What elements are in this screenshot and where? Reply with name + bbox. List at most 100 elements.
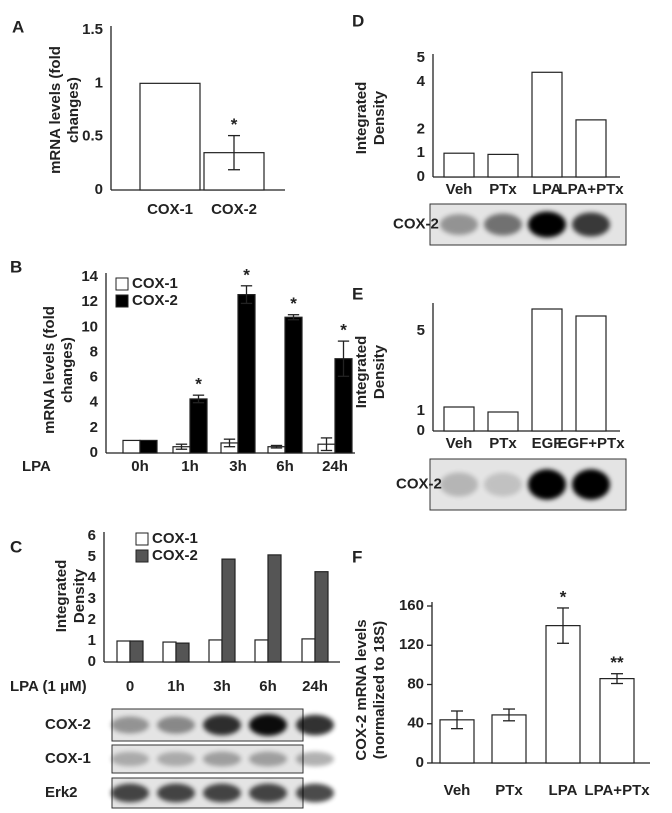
x-tick-label: Veh xyxy=(444,782,471,799)
blot-band xyxy=(296,751,334,767)
x-tick-label: PTx xyxy=(489,435,517,452)
x-tick-label: 1h xyxy=(167,678,185,695)
legend-swatch xyxy=(135,549,149,563)
x-tick-label: COX-1 xyxy=(147,201,193,218)
bar xyxy=(139,82,201,191)
blot-label: Erk2 xyxy=(45,784,78,801)
legend-swatch xyxy=(135,532,149,546)
legend-swatch xyxy=(115,277,129,291)
y-tick-label: 0 xyxy=(416,754,424,771)
y-tick-label: 2 xyxy=(417,120,425,137)
x-tick-label: EGF xyxy=(532,435,563,452)
blot-label: COX-2 xyxy=(396,475,442,492)
y-tick-label: 8 xyxy=(90,343,98,360)
y-tick-label: 0 xyxy=(88,653,96,670)
y-tick-label: 4 xyxy=(90,394,99,411)
panel-label: B xyxy=(10,257,22,276)
y-axis-label: COX-2 mRNA levels xyxy=(353,619,370,760)
y-tick-label: 4 xyxy=(88,569,97,586)
x-tick-label: EGF+PTx xyxy=(557,435,625,452)
y-tick-label: 1 xyxy=(88,632,96,649)
x-tick-label: 6h xyxy=(276,458,294,475)
x-axis-label: LPA xyxy=(22,458,51,475)
bar xyxy=(267,554,282,663)
x-tick-label: 3h xyxy=(213,678,231,695)
significance: * xyxy=(560,587,567,606)
legend-label: COX-2 xyxy=(132,292,178,309)
bar xyxy=(487,153,519,178)
x-tick-label: PTx xyxy=(489,181,517,198)
y-tick-label: 120 xyxy=(399,636,424,653)
bar xyxy=(443,406,475,432)
y-tick-label: 80 xyxy=(407,675,424,692)
x-tick-label: 0h xyxy=(131,458,149,475)
x-tick-label: 6h xyxy=(259,678,277,695)
blot-band xyxy=(249,751,287,767)
blot-band xyxy=(440,214,478,235)
blot-band xyxy=(111,716,149,734)
blot-label: COX-2 xyxy=(393,215,439,232)
blot-band xyxy=(296,783,334,803)
bar xyxy=(531,71,563,178)
x-tick-label: 3h xyxy=(229,458,247,475)
y-tick-label: 6 xyxy=(90,369,98,386)
y-axis-label: Density xyxy=(71,568,88,623)
legend-swatch xyxy=(115,294,129,308)
blot-label: COX-1 xyxy=(45,750,91,767)
blot-band xyxy=(440,472,478,497)
blot-band xyxy=(111,751,149,767)
blot-label: COX-2 xyxy=(45,716,91,733)
legend-label: COX-1 xyxy=(132,275,178,292)
bar xyxy=(221,558,236,663)
significance: * xyxy=(231,115,238,134)
panel-label: E xyxy=(352,284,363,303)
bar xyxy=(175,642,190,663)
x-tick-label: COX-2 xyxy=(211,201,257,218)
y-tick-label: 6 xyxy=(88,527,96,544)
y-axis-label: mRNA levels (fold xyxy=(41,306,58,434)
blot-band xyxy=(572,212,610,237)
panel-label: C xyxy=(10,537,22,556)
blot-band xyxy=(572,469,610,500)
bar xyxy=(162,641,177,663)
x-tick-label: LPA xyxy=(533,181,562,198)
blot-band xyxy=(528,211,566,238)
bar xyxy=(139,439,158,454)
panel-label: A xyxy=(12,17,24,36)
y-tick-label: 40 xyxy=(407,715,424,732)
x-tick-label: LPA+PTx xyxy=(558,181,624,198)
x-tick-label: Veh xyxy=(446,435,473,452)
blot-band xyxy=(296,714,334,736)
x-tick-label: 24h xyxy=(302,678,328,695)
y-tick-label: 3 xyxy=(88,590,96,607)
blot-band xyxy=(203,783,241,803)
blot-band xyxy=(157,783,195,803)
x-tick-label: Veh xyxy=(446,181,473,198)
x-tick-label: PTx xyxy=(495,782,523,799)
x-tick-label: 24h xyxy=(322,458,348,475)
bar xyxy=(531,308,563,432)
panel-label: D xyxy=(352,11,364,30)
legend-label: COX-1 xyxy=(152,530,198,547)
y-tick-label: 14 xyxy=(81,268,98,285)
bar xyxy=(491,714,527,764)
bar xyxy=(129,640,144,663)
bar xyxy=(487,411,519,432)
bar xyxy=(545,625,581,764)
blot-band xyxy=(484,472,522,497)
y-tick-label: 1 xyxy=(417,402,425,419)
y-axis-label: changes) xyxy=(59,337,76,403)
y-tick-label: 0 xyxy=(90,444,98,461)
blot-band xyxy=(111,783,149,803)
bar xyxy=(575,315,607,432)
bar xyxy=(208,639,223,663)
panel-label: F xyxy=(352,547,362,566)
y-tick-label: 5 xyxy=(417,322,425,339)
y-axis-label: mRNA levels (fold xyxy=(47,46,64,174)
blot-band xyxy=(528,469,566,500)
blot-band xyxy=(157,716,195,734)
blot-band xyxy=(203,714,241,736)
bar xyxy=(116,640,131,663)
y-tick-label: 1 xyxy=(417,144,425,161)
y-tick-label: 5 xyxy=(88,548,96,565)
